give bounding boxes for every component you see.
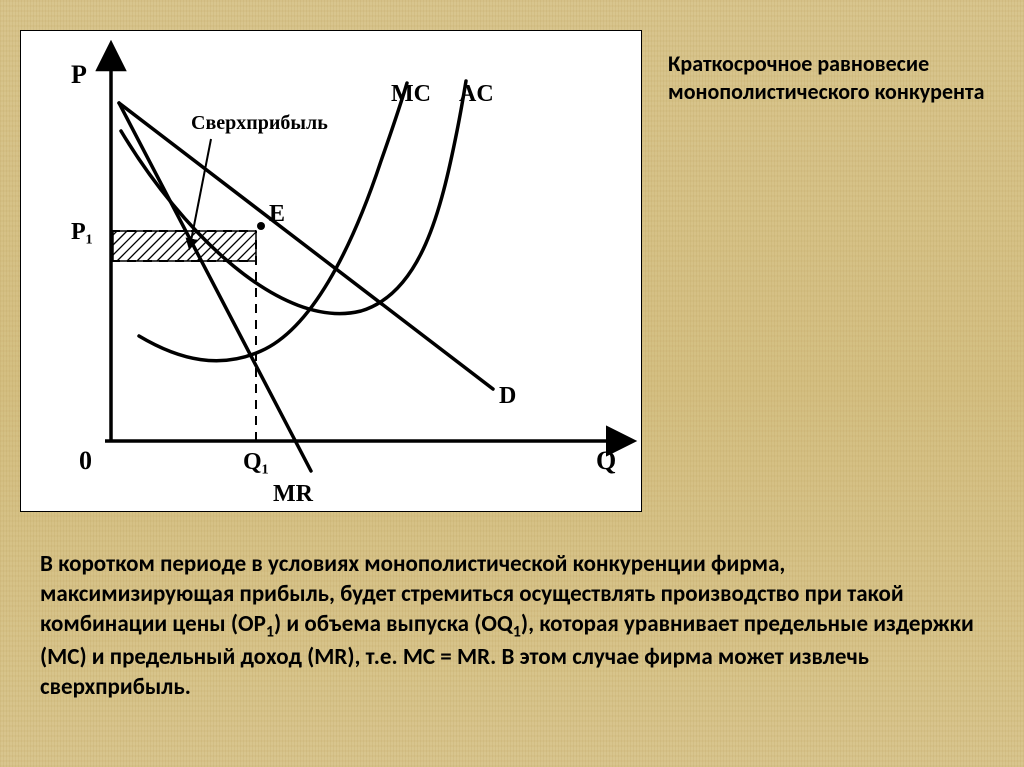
svg-text:P: P [71, 60, 87, 89]
svg-text:Сверхприбыль: Сверхприбыль [191, 112, 328, 134]
chart-container: P Q 0 D MR MC AC E Q₁ P₁ Сверхприбыль [20, 30, 642, 512]
econ-chart: P Q 0 D MR MC AC E Q₁ P₁ Сверхприбыль [21, 31, 641, 511]
svg-text:Q₁: Q₁ [243, 449, 269, 475]
svg-text:MR: MR [273, 481, 314, 507]
svg-text:P₁: P₁ [71, 219, 93, 245]
svg-text:E: E [269, 201, 285, 227]
svg-text:0: 0 [79, 446, 92, 475]
body-paragraph: В коротком периоде в условиях монополист… [40, 550, 980, 703]
svg-text:D: D [499, 383, 516, 409]
svg-text:Q: Q [596, 446, 616, 475]
figure-title: Краткосрочное равновесие монополистическ… [668, 50, 998, 105]
svg-text:MC: MC [391, 81, 431, 107]
svg-text:AC: AC [459, 81, 494, 107]
